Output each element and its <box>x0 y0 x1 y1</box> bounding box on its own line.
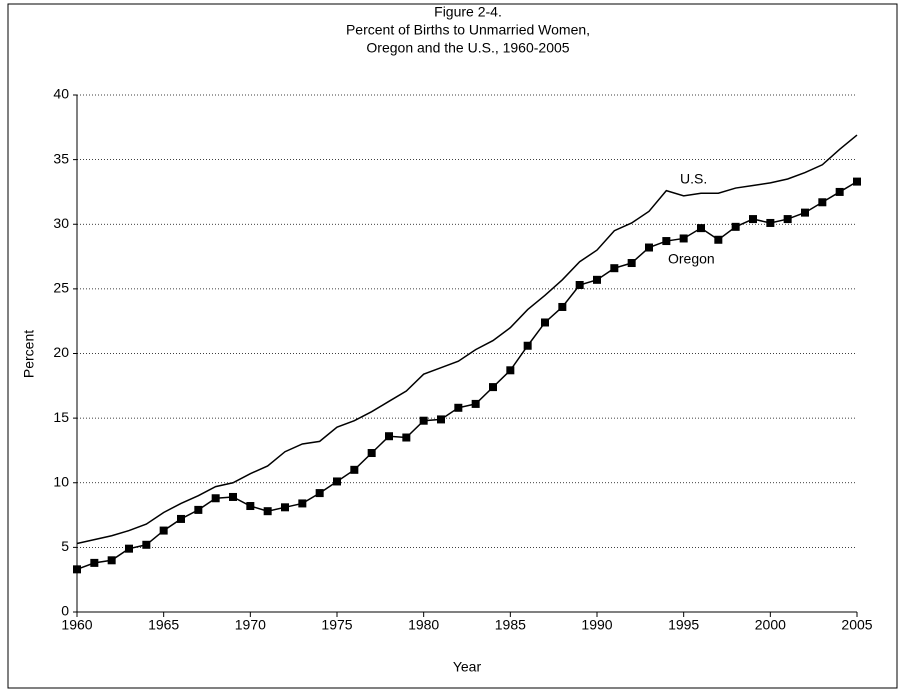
x-tick-label: 1980 <box>408 617 439 633</box>
point <box>454 403 463 412</box>
point <box>835 187 844 196</box>
point <box>281 503 289 512</box>
point <box>194 505 203 514</box>
point <box>315 489 324 498</box>
point <box>402 433 411 442</box>
x-tick-label: 1960 <box>61 617 92 633</box>
x-tick-label: 1975 <box>321 617 352 633</box>
point <box>558 302 567 311</box>
y-tick-label: 35 <box>53 150 69 166</box>
y-tick-label: 25 <box>53 280 69 296</box>
x-tick-label: 1970 <box>235 617 266 633</box>
point <box>506 366 515 375</box>
frame <box>7 3 898 689</box>
series-label: Oregon <box>668 251 715 267</box>
point <box>229 492 237 501</box>
point <box>471 399 480 408</box>
point <box>142 540 151 549</box>
x-tick-label: 2005 <box>841 617 872 633</box>
chart-title: Percent of Births to Unmarried Women, <box>346 22 590 38</box>
x-tick-label: 1985 <box>495 617 526 633</box>
point <box>333 477 341 486</box>
series-line <box>76 134 858 545</box>
point <box>714 235 723 244</box>
x-tick-label: 1995 <box>668 617 699 633</box>
point <box>575 280 584 289</box>
point <box>90 558 99 567</box>
y-tick-label: 40 <box>53 86 69 102</box>
x-axis-label: Year <box>453 659 482 675</box>
point <box>783 215 792 224</box>
point <box>541 318 549 327</box>
point <box>419 416 428 425</box>
point <box>610 264 619 273</box>
x-tick-label: 2000 <box>755 617 786 633</box>
point <box>437 415 445 424</box>
point <box>489 383 497 392</box>
point <box>367 449 376 458</box>
point <box>853 177 861 186</box>
point <box>211 494 220 503</box>
point <box>627 259 636 268</box>
x-tick-label: 1990 <box>581 617 612 633</box>
y-tick-label: 30 <box>53 215 69 231</box>
point <box>697 224 705 233</box>
point <box>749 215 757 224</box>
y-tick-label: 15 <box>53 409 69 425</box>
point <box>731 222 740 231</box>
series-label: U.S. <box>680 171 707 187</box>
point <box>73 565 81 574</box>
point <box>679 234 688 243</box>
point <box>385 432 393 441</box>
point <box>818 198 827 207</box>
chart-title: Figure 2-4. <box>434 4 502 20</box>
y-tick-label: 10 <box>53 473 69 489</box>
y-tick-label: 20 <box>53 344 69 360</box>
point <box>593 275 601 284</box>
point <box>766 218 775 227</box>
point <box>159 526 168 535</box>
chart-title: Oregon and the U.S., 1960-2005 <box>366 40 569 56</box>
point <box>350 465 359 474</box>
point <box>662 237 671 246</box>
y-tick-label: 0 <box>61 603 69 619</box>
y-tick-label: 5 <box>61 538 69 554</box>
point <box>645 243 653 252</box>
point <box>523 341 532 350</box>
series-line <box>76 180 858 571</box>
x-tick-label: 1965 <box>148 617 179 633</box>
point <box>107 556 116 565</box>
y-axis-label: Percent <box>21 330 37 378</box>
point <box>177 514 185 523</box>
point <box>263 507 272 516</box>
point <box>298 499 307 508</box>
point <box>246 502 255 511</box>
point <box>125 544 133 553</box>
point <box>801 208 809 217</box>
